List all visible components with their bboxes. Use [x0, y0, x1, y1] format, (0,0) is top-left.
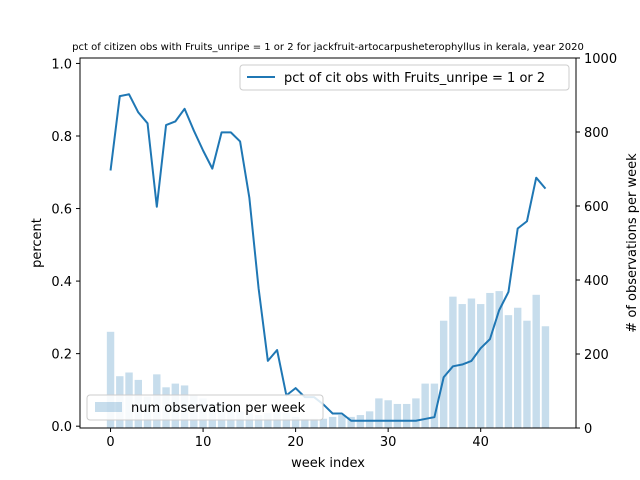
y-left-tick-label: 0.4 — [51, 275, 72, 290]
bar-week-24 — [328, 416, 337, 428]
bar-week-20 — [291, 416, 300, 428]
chart-title: pct of citizen obs with Fruits_unripe = … — [72, 42, 584, 53]
bar-week-47 — [541, 326, 550, 428]
bar-week-16 — [254, 415, 263, 428]
y-axis-left-label: percent — [30, 218, 45, 268]
bar-week-23 — [319, 418, 328, 428]
x-tick-label: 10 — [195, 435, 212, 450]
x-tick-label: 40 — [472, 435, 489, 450]
bar-week-21 — [301, 418, 309, 428]
x-axis: 0 10 20 30 40 — [106, 428, 489, 450]
legend-bar-box — [86, 394, 324, 421]
legend-line-label: pct of cit obs with Fruits_unripe = 1 or… — [284, 71, 545, 86]
x-tick-label: 20 — [287, 435, 304, 450]
series-line-pct-fruits-unripe — [109, 93, 547, 422]
bar-week-28 — [365, 411, 374, 428]
bar-week-26 — [347, 416, 355, 428]
bar-week-29 — [375, 398, 383, 428]
legend-bar-label: num observation per week — [131, 401, 306, 416]
y-axis-left: 0.0 0.2 0.4 0.6 0.8 1.0 — [51, 57, 80, 435]
y-right-tick-label: 1000 — [584, 52, 617, 67]
line-layer — [109, 93, 547, 422]
legend-bar: num observation per week — [86, 394, 324, 421]
bar-week-46 — [532, 294, 540, 428]
bar-week-35 — [430, 383, 439, 428]
bar-week-45 — [523, 320, 531, 428]
y-right-tick-label: 800 — [584, 126, 609, 141]
bar-week-40 — [476, 304, 485, 428]
y-right-tick-label: 400 — [584, 274, 609, 289]
bar-week-43 — [504, 315, 513, 428]
x-axis-label: week index — [291, 456, 365, 471]
x-tick-label: 30 — [380, 435, 397, 450]
y-left-tick-label: 1.0 — [51, 57, 72, 72]
bar-week-33 — [412, 398, 420, 428]
legend-bar-swatch — [95, 402, 122, 412]
y-right-tick-label: 0 — [584, 422, 592, 437]
y-axis-right-label: # of observations per week — [625, 153, 640, 333]
bar-week-34 — [421, 383, 429, 428]
y-left-tick-label: 0.2 — [51, 348, 72, 363]
y-left-tick-label: 0.0 — [51, 420, 72, 435]
bar-week-30 — [384, 400, 392, 428]
x-tick-label: 0 — [106, 435, 114, 450]
bar-week-42 — [495, 291, 503, 428]
bar-week-31 — [393, 403, 402, 428]
bar-week-38 — [458, 304, 466, 428]
bar-week-39 — [467, 298, 476, 428]
bar-week-32 — [402, 403, 411, 428]
bar-week-0 — [106, 331, 115, 428]
bar-week-22 — [310, 418, 318, 428]
y-left-tick-label: 0.8 — [51, 130, 72, 145]
y-axis-right: 0 200 400 600 800 1000 — [576, 52, 617, 437]
bar-week-44 — [514, 307, 522, 428]
bar-week-25 — [338, 415, 346, 428]
bar-week-41 — [486, 292, 494, 428]
bar-week-19 — [282, 413, 291, 428]
y-right-tick-label: 200 — [584, 348, 609, 363]
bar-week-37 — [449, 296, 457, 428]
legend-line-box — [239, 64, 570, 91]
bar-week-17 — [264, 413, 272, 428]
bar-week-15 — [245, 413, 254, 428]
y-left-tick-label: 0.6 — [51, 203, 72, 218]
y-right-tick-label: 600 — [584, 200, 609, 215]
legend-line: pct of cit obs with Fruits_unripe = 1 or… — [239, 64, 570, 91]
plot-frame — [79, 57, 577, 429]
bar-week-36 — [439, 320, 448, 428]
